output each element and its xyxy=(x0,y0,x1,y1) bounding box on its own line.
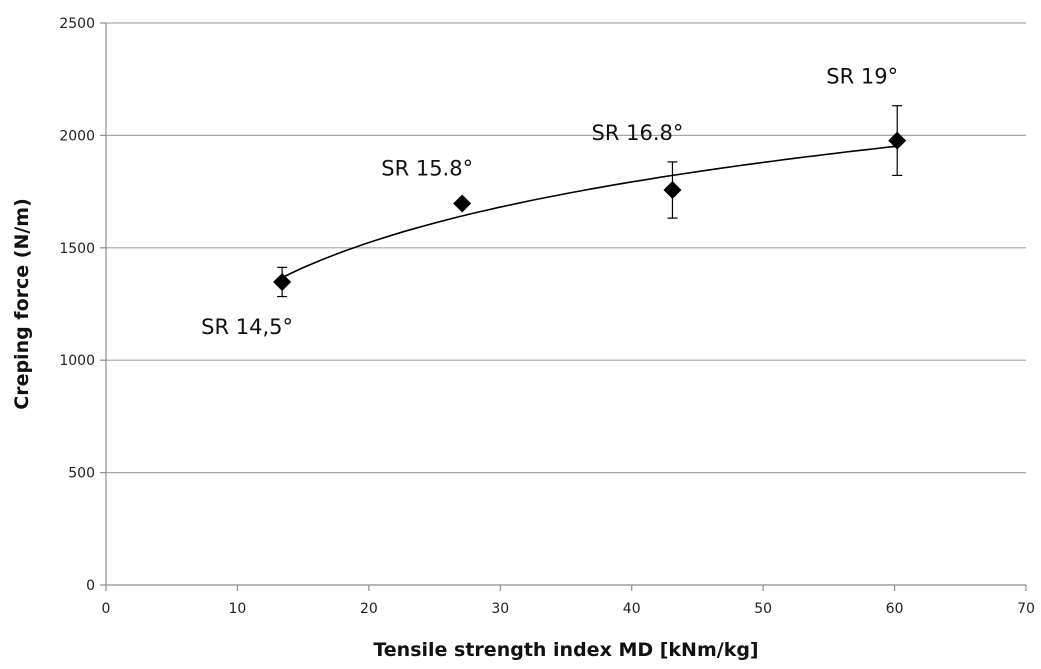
x-tick-label: 0 xyxy=(102,601,111,617)
x-tick-label: 40 xyxy=(623,601,641,617)
x-tick-label: 60 xyxy=(886,601,904,617)
data-point-3 xyxy=(663,181,682,200)
error-bars xyxy=(277,105,903,298)
x-tick-label: 20 xyxy=(360,601,378,617)
data-label-3: SR 16.8° xyxy=(592,121,684,145)
x-axis-title: Tensile strength index MD [kNm/kg] xyxy=(373,639,758,661)
data-point-4 xyxy=(888,131,907,150)
data-label-2: SR 15.8° xyxy=(381,157,473,181)
x-tick-label: 10 xyxy=(229,601,247,617)
y-tick-label: 0 xyxy=(86,578,95,594)
y-tick-label: 1500 xyxy=(59,241,95,257)
y-tick-label: 500 xyxy=(68,466,95,482)
data-label-1: SR 14,5° xyxy=(201,315,293,339)
gridlines xyxy=(106,22,1026,474)
trendline xyxy=(281,145,898,279)
data-labels: SR 14,5° SR 15.8° SR 16.8° SR 19° xyxy=(201,65,898,339)
y-tick-label: 2500 xyxy=(59,16,95,32)
axes: 0 500 1000 1500 2000 2500 0 10 20 30 40 50 60 70 xyxy=(59,16,1035,617)
y-tick-label: 1000 xyxy=(59,353,95,369)
x-tick-label: 70 xyxy=(1017,601,1035,617)
data-point-2 xyxy=(453,194,472,213)
data-label-4: SR 19° xyxy=(826,65,898,89)
y-tick-label: 2000 xyxy=(59,128,95,144)
data-point-1 xyxy=(273,272,292,291)
x-tick-label: 30 xyxy=(491,601,509,617)
y-axis-title: Creping force (N/m) xyxy=(11,198,33,410)
x-tick-label: 50 xyxy=(754,601,772,617)
trendline-layer xyxy=(281,145,898,279)
data-markers xyxy=(273,131,907,291)
